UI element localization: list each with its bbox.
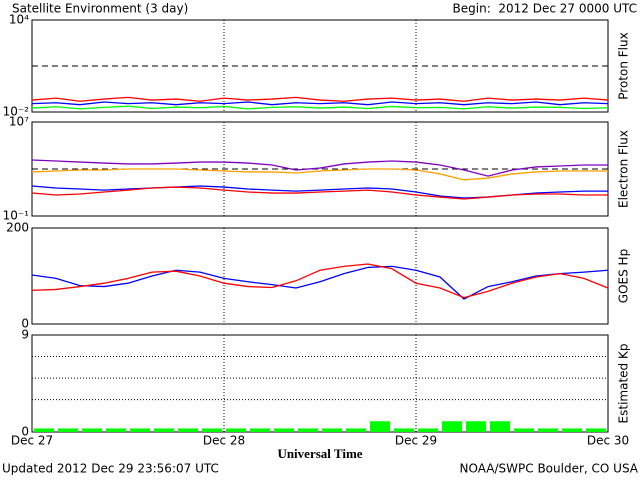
panel-frame: [31, 227, 609, 325]
y-tick-label: 10⁷: [9, 115, 29, 129]
title: Satellite Environment (3 day): [12, 2, 188, 16]
kp-bar: [82, 428, 102, 432]
y-tick-label: 10⁻¹: [3, 209, 30, 223]
x-tick-label: Dec 29: [395, 434, 437, 448]
kp-bar: [34, 428, 54, 432]
series-line: [31, 105, 609, 110]
y-axis-label: Proton Flux: [617, 32, 631, 99]
y-tick-label: 9: [21, 328, 29, 342]
y-tick-label: 0: [21, 317, 29, 331]
kp-bar: [154, 428, 174, 432]
kp-bar: [442, 421, 462, 432]
begin-time: Begin: 2012 Dec 27 0000 UTC: [453, 2, 637, 16]
kp-bar: [538, 428, 558, 432]
kp-bar: [346, 428, 366, 432]
kp-bar: [586, 428, 606, 432]
x-tick-label: Dec 30: [587, 434, 629, 448]
updated: Updated 2012 Dec 29 23:56:07 UTC: [2, 462, 219, 476]
kp-bar: [514, 428, 534, 432]
series-line: [31, 96, 609, 102]
kp-bar: [322, 428, 342, 432]
kp-bar: [226, 428, 246, 432]
y-axis-label: Estimated Kp: [617, 344, 631, 424]
kp-bar: [562, 428, 582, 432]
series-line: [31, 159, 608, 177]
x-tick-label: Dec 27: [11, 434, 53, 448]
y-axis-label: GOES Hp: [617, 249, 631, 303]
y-tick-label: 0: [21, 425, 29, 439]
kp-bar: [466, 421, 486, 432]
series-line: [31, 263, 609, 299]
x-axis-label: Universal Time: [277, 446, 362, 461]
series-line: [31, 186, 608, 200]
credit: NOAA/SWPC Boulder, CO USA: [460, 462, 639, 476]
kp-bar: [490, 421, 510, 432]
kp-bar: [58, 428, 78, 432]
series-line: [31, 265, 609, 300]
kp-bar: [250, 428, 270, 432]
kp-bar: [130, 428, 150, 432]
kp-bar: [298, 428, 318, 432]
kp-bar: [394, 428, 414, 432]
x-tick-label: Dec 28: [203, 434, 245, 448]
kp-bar: [178, 428, 198, 432]
kp-bar: [418, 428, 438, 432]
kp-bar: [106, 428, 126, 432]
y-axis-label: Electron Flux: [617, 130, 631, 208]
kp-bar: [370, 421, 390, 432]
y-tick-label: 10⁻²: [3, 105, 30, 119]
y-tick-label: 200: [6, 221, 29, 235]
kp-bar: [202, 428, 222, 432]
series-line: [31, 101, 609, 106]
kp-bar: [274, 428, 294, 432]
y-tick-label: 10⁴: [9, 13, 29, 27]
series-line: [31, 168, 608, 181]
